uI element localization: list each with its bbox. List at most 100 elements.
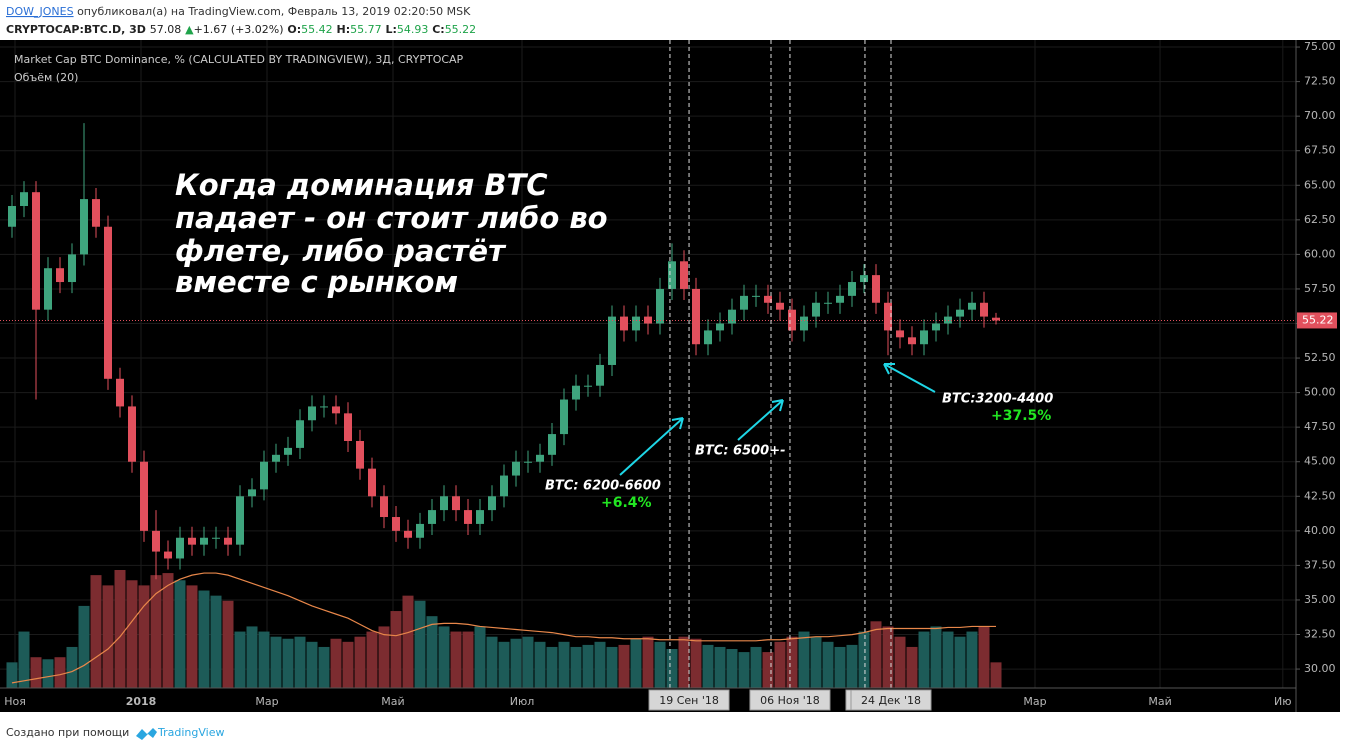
candle-body [452,496,460,511]
y-tick-label: 42.50 [1304,489,1336,502]
volume-bar [354,636,366,688]
annotation-line: вместе с рынком [175,265,458,299]
y-tick-label: 47.50 [1304,420,1336,433]
candle-body [932,323,940,331]
candle-body [104,226,112,379]
volume-bar [330,638,342,688]
candle-body [728,309,736,324]
candle-body [716,323,724,331]
y-tick-label: 52.50 [1304,351,1336,364]
candle-body [284,447,292,455]
candle-body [980,302,988,317]
date-label-text: 24 Дек '18 [861,694,921,707]
volume-bar [738,652,750,688]
candle-body [20,192,28,207]
volume-bar [66,646,78,688]
volume-bar [486,636,498,688]
candle-body [848,282,856,296]
candle-body [764,295,772,303]
volume-bar [402,595,414,688]
published: опубликовал(а) на TradingView.com, Февра… [77,5,471,18]
volume-bar [906,646,918,688]
candle-body [416,523,424,538]
last-price-box [1297,312,1337,329]
candle-body [572,385,580,400]
volume-bar [846,644,858,688]
volume-bar [882,626,894,688]
candle-body [32,192,40,310]
volume-bar [390,611,402,688]
arrow [737,399,784,441]
ohlc-c: 55.22 [445,23,477,36]
x-tick-label: Май [1148,695,1171,708]
volume-bar [30,657,42,688]
chart-title: Market Cap BTC Dominance, % (CALCULATED … [14,53,464,66]
x-tick-label: Июл [510,695,535,708]
volume-bar [474,626,486,688]
y-tick-label: 37.50 [1304,558,1336,571]
candle-body [812,302,820,317]
volume-bar [774,641,786,688]
volume-bar [510,638,522,688]
volume-bar [42,659,54,688]
author-link[interactable]: DOW_JONES [6,5,74,18]
candle-body [896,330,904,338]
date-label-text: 19 Сен '18 [659,694,719,707]
candle-body [224,537,232,545]
date-label-box [648,689,730,711]
volume-bar [270,636,282,688]
volume-bar [714,646,726,688]
volume-bar [990,662,1002,688]
volume-bar [858,631,870,688]
volume-bar [114,570,126,688]
candle-body [188,537,196,545]
volume-bar [174,580,186,688]
candle-body [368,468,376,497]
candle-body [296,420,304,448]
symbol-line: CRYPTOCAP:BTC.D, 3D 57.08 ▲+1.67 (+3.02%… [6,23,476,36]
volume-bar [666,649,678,688]
candle-body [920,330,928,345]
volume-bar [462,631,474,688]
change: +1.67 (+3.02%) [194,23,284,36]
candle-body [200,537,208,545]
footer-brand[interactable]: TradingView [157,726,224,739]
candle-body [248,489,256,497]
ohlc-o-label: O: [287,23,301,36]
volume-bar [642,636,654,688]
volume-bar [702,644,714,688]
volume-bar [366,631,378,688]
candle-body [140,461,148,531]
y-tick-label: 30.00 [1304,662,1336,675]
volume-label: Объём (20) [14,71,78,84]
arrow [883,363,936,393]
volume-bar [150,575,162,688]
volume-bar [606,646,618,688]
x-tick-label: Мар [255,695,278,708]
header-line: DOW_JONES опубликовал(а) на TradingView.… [6,5,471,18]
date-label: 19 Сен '18 [648,689,730,711]
candle-body [116,378,124,407]
candle-body [260,461,268,490]
date-label: 06 Ноя '18 [749,689,831,711]
candle-body [236,496,244,545]
candle-body [632,316,640,331]
ohlc-l: 54.93 [397,23,429,36]
arrow: ▲ [185,23,194,36]
candle-body [524,461,532,463]
candle-body [68,254,76,283]
annotation: Когда доминация BTC падает - он стоит ли… [175,168,608,299]
note-gain: +6.4% [601,495,652,511]
volume-bar [870,621,882,688]
y-tick-label: 67.50 [1304,144,1336,157]
volume-bar [678,636,690,688]
volume-bar [198,590,210,688]
candle-body [824,302,832,304]
ohlc-c-label: C: [432,23,444,36]
y-tick-label: 35.00 [1304,593,1336,606]
volume-bar [246,626,258,688]
candle-body [92,199,100,227]
y-tick-label: 65.00 [1304,178,1336,191]
volume-bar [594,641,606,688]
